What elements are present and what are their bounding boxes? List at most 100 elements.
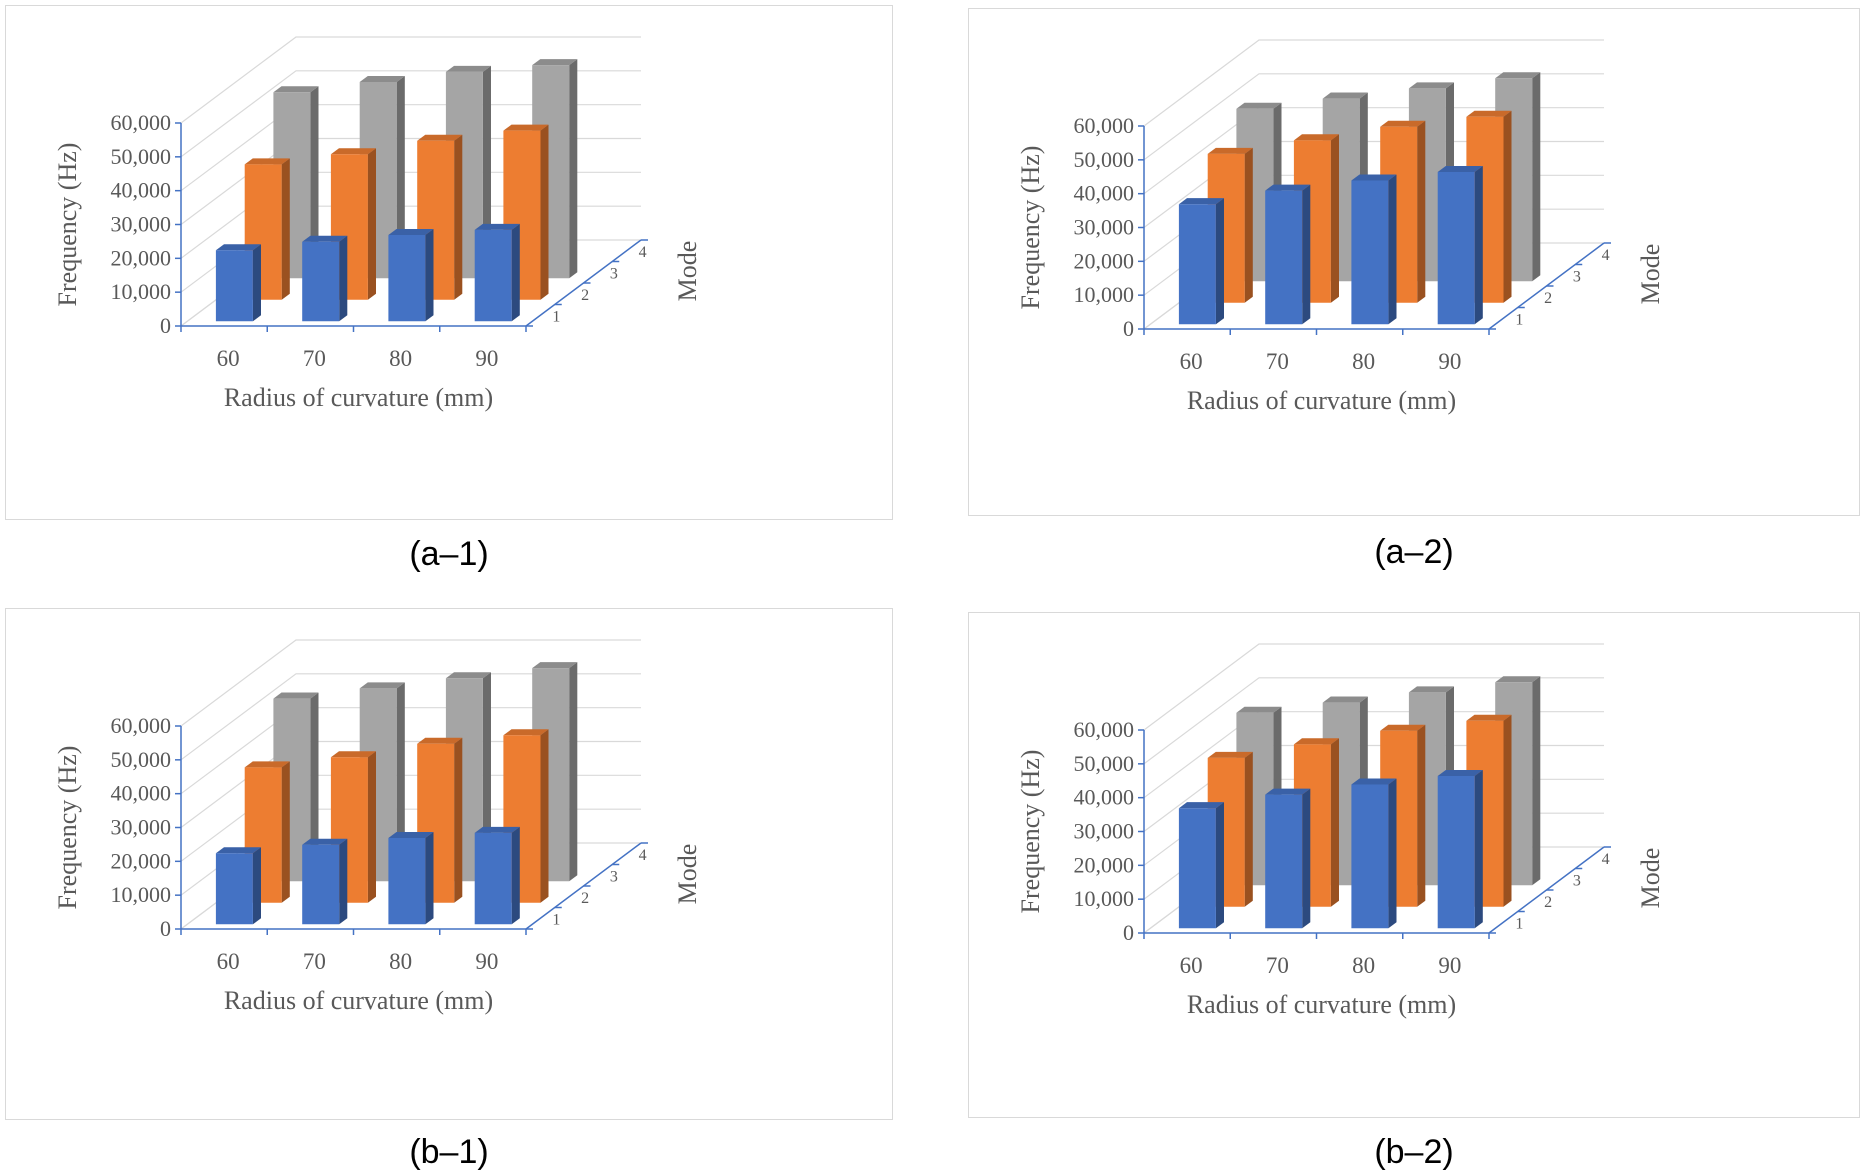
- bar-side: [1503, 110, 1512, 303]
- y-tick-label: 60,000: [111, 110, 172, 135]
- bar-top: [1437, 770, 1483, 776]
- bar-top: [1495, 676, 1541, 683]
- bar: [1178, 802, 1224, 929]
- bar-side: [1474, 770, 1483, 929]
- bar: [474, 826, 520, 925]
- bar-side: [1302, 184, 1311, 325]
- bar: [388, 229, 434, 322]
- x-tick-label: 70: [1266, 953, 1289, 978]
- bar-side: [310, 86, 319, 279]
- gridline: [180, 673, 641, 761]
- bar-side: [1302, 788, 1311, 929]
- bar-top: [302, 235, 348, 242]
- x-tick-label: 80: [1352, 349, 1375, 374]
- bar-top: [445, 672, 491, 679]
- bar-top: [1293, 738, 1339, 745]
- x-tick-label: 60: [1180, 349, 1203, 374]
- bar-side: [511, 223, 520, 322]
- bar-front: [1178, 808, 1216, 929]
- x-tick-label: 70: [1266, 349, 1289, 374]
- y-tick-label: 50,000: [111, 747, 172, 772]
- bar-side: [454, 134, 463, 300]
- y-tick-label: 50,000: [1074, 147, 1135, 172]
- depth-tick-label: 4: [639, 847, 647, 864]
- bar-front: [1265, 190, 1303, 325]
- bar-side: [367, 751, 376, 903]
- bar-top: [1408, 686, 1454, 693]
- chart-a2: 0 10,000 20,000 30,000 40,000 50,000 60,000 60 7…: [1016, 39, 1665, 415]
- bar: [215, 244, 261, 322]
- bar: [302, 235, 348, 322]
- depth-tick-label: 1: [1515, 915, 1523, 932]
- bar-side: [339, 838, 348, 925]
- chart-frame: 0 10,000 20,000 30,000 40,000 50,000 60,000 60 7…: [5, 5, 893, 520]
- depth-tick-label: 2: [581, 890, 589, 907]
- bar-front: [1437, 776, 1475, 929]
- gridline: [1143, 643, 1604, 731]
- depth-axis-title: Mode: [673, 844, 702, 905]
- bar-top: [273, 86, 319, 93]
- bar-top: [1265, 184, 1311, 191]
- bar-top: [474, 223, 520, 230]
- x-tick-label: 80: [389, 346, 412, 371]
- depth-tick-label: 3: [1573, 268, 1581, 285]
- gridline: [1143, 73, 1604, 161]
- x-tick-label: 70: [303, 949, 326, 974]
- bar-side: [310, 692, 319, 882]
- bar-side: [540, 729, 549, 903]
- bars: [215, 59, 578, 322]
- bar-top: [1466, 110, 1512, 117]
- bar-side: [1215, 802, 1224, 929]
- bar-front: [388, 235, 426, 322]
- chart-caption: (a–2): [1374, 533, 1454, 571]
- x-tick-label: 60: [1180, 953, 1203, 978]
- bar-front: [1351, 784, 1389, 929]
- y-tick-label: 30,000: [111, 212, 172, 237]
- bar: [1437, 166, 1483, 325]
- bar-top: [1380, 724, 1426, 731]
- bar-top: [1236, 102, 1282, 109]
- depth-tick-label: 1: [552, 308, 560, 325]
- y-tick-label: 40,000: [111, 781, 172, 806]
- bar-top: [244, 158, 290, 165]
- bar: [1351, 174, 1397, 325]
- bar-front: [388, 838, 426, 925]
- y-tick-label: 60,000: [111, 713, 172, 738]
- chart-b1: 0 10,000 20,000 30,000 40,000 50,000 60,000 60 7…: [53, 639, 702, 1015]
- bar-top: [1351, 778, 1397, 785]
- bar: [1265, 184, 1311, 325]
- bar-front: [302, 241, 340, 322]
- bar-top: [359, 76, 405, 82]
- bar-side: [1417, 724, 1426, 907]
- gridline: [180, 36, 641, 124]
- y-tick-label: 30,000: [1074, 215, 1135, 240]
- bar-top: [302, 838, 348, 845]
- gridline: [180, 70, 641, 158]
- bar-side: [281, 158, 290, 300]
- bar: [474, 223, 520, 322]
- bar-top: [503, 729, 549, 736]
- y-tick-label: 40,000: [111, 178, 172, 203]
- depth-tick-label: 2: [581, 287, 589, 304]
- bar-top: [1380, 120, 1426, 127]
- bar: [215, 847, 261, 925]
- y-tick-label: 40,000: [1074, 785, 1135, 810]
- chart-a1: 0 10,000 20,000 30,000 40,000 50,000 60,000 60 7…: [53, 36, 702, 412]
- bar: [302, 838, 348, 925]
- bar-top: [244, 761, 290, 768]
- x-axis-title: Radius of curvature (mm): [224, 986, 493, 1015]
- bar-top: [388, 229, 434, 235]
- bar-side: [1532, 676, 1541, 886]
- depth-tick-label: 3: [1573, 872, 1581, 889]
- y-tick-label: 50,000: [111, 144, 172, 169]
- bar-side: [1532, 72, 1541, 282]
- bar-top: [1265, 788, 1311, 795]
- bar-top: [215, 244, 261, 251]
- bars: [1178, 72, 1541, 325]
- bar-top: [215, 847, 261, 854]
- y-tick-label: 10,000: [1074, 886, 1135, 911]
- y-tick-label: 0: [1123, 920, 1134, 945]
- bar-top: [1207, 751, 1253, 758]
- y-tick-label: 20,000: [1074, 852, 1135, 877]
- y-tick-label: 10,000: [111, 882, 172, 907]
